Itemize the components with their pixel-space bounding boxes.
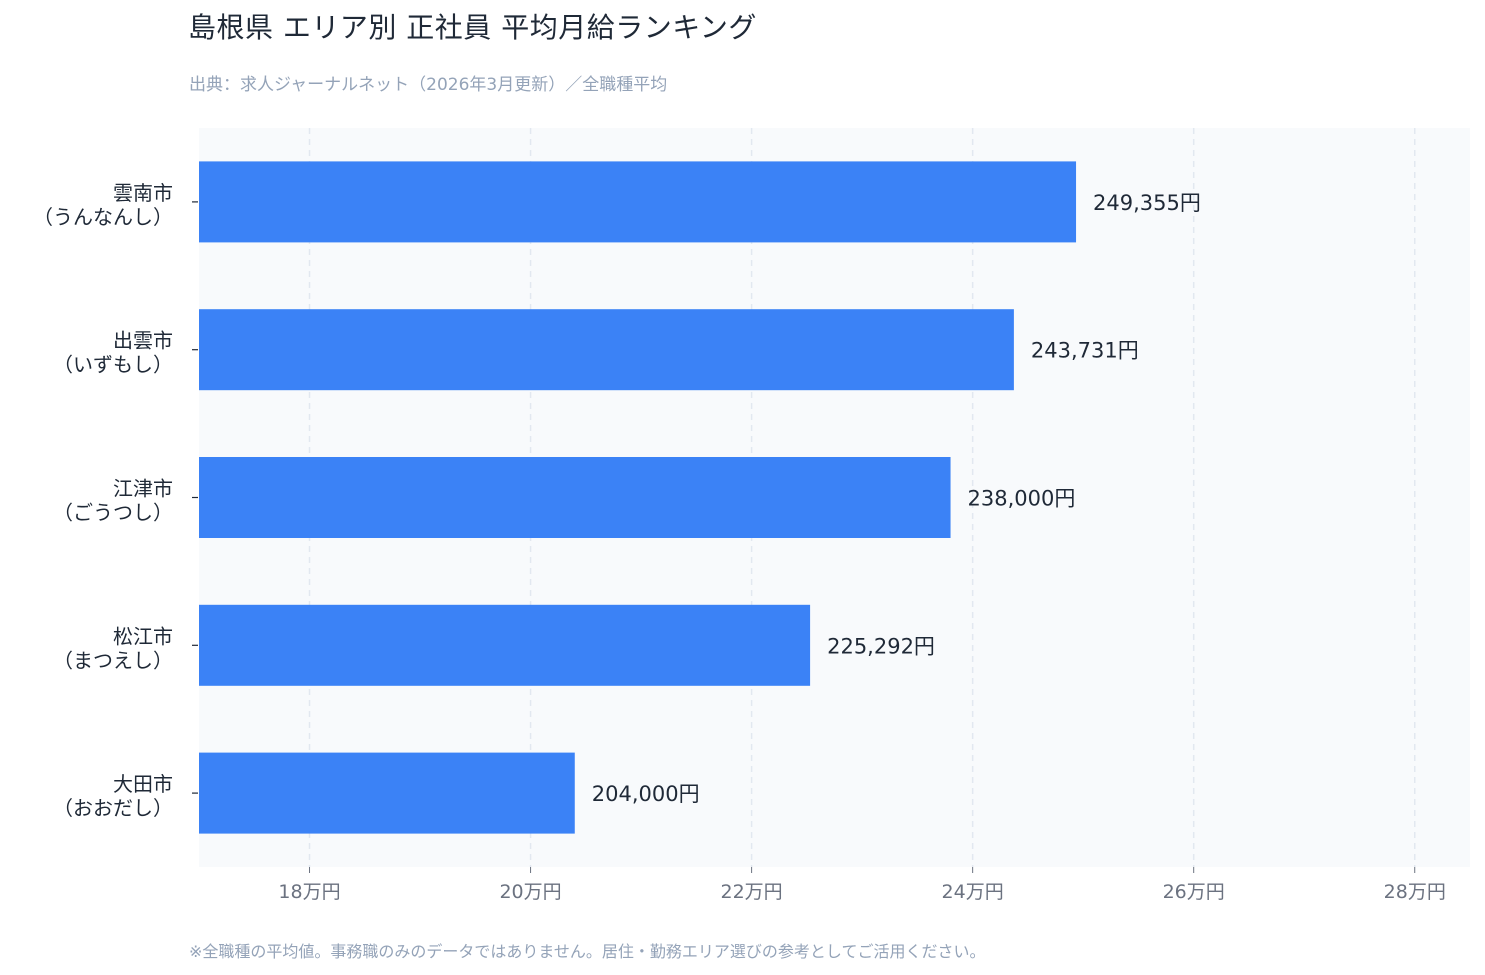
grid-lines bbox=[308, 128, 1416, 873]
category-reading-label: （いずもし） bbox=[53, 353, 173, 377]
category-reading-label: （まつえし） bbox=[53, 648, 173, 672]
chart-title: 島根県 エリア別 正社員 平均月給ランキング bbox=[188, 11, 757, 44]
data-label: 249,355円 bbox=[1093, 191, 1201, 215]
x-tick-label: 26万円 bbox=[1163, 881, 1225, 903]
category-label: 雲南市 bbox=[113, 181, 173, 205]
category-label: 松江市 bbox=[113, 624, 173, 648]
x-tick-label: 28万円 bbox=[1384, 881, 1446, 903]
data-label: 204,000円 bbox=[592, 782, 700, 806]
category-label: 大田市 bbox=[113, 772, 173, 796]
x-tick-label: 18万円 bbox=[278, 881, 340, 903]
bar-chart: 18万円 20万円 22万円 24万円 26万円 28万円 249,355円 雲南市（うんなん… bbox=[33, 128, 1446, 903]
x-tick-label: 20万円 bbox=[499, 881, 561, 903]
data-label: 238,000円 bbox=[968, 487, 1076, 511]
bars bbox=[199, 161, 1077, 834]
bar bbox=[199, 457, 951, 538]
x-tick-label: 22万円 bbox=[721, 881, 783, 903]
category-label: 江津市 bbox=[113, 477, 173, 501]
category-reading-label: （ごうつし） bbox=[53, 501, 173, 525]
bar bbox=[199, 309, 1014, 391]
bar bbox=[199, 161, 1077, 243]
data-label: 225,292円 bbox=[827, 634, 935, 658]
category-reading-label: （うんなんし） bbox=[33, 205, 173, 229]
category-reading-label: （おおだし） bbox=[53, 796, 173, 820]
chart-subtitle: 出典：求人ジャーナルネット（2026年3月更新）／全職種平均 bbox=[189, 75, 668, 95]
labels: 18万円 20万円 22万円 24万円 26万円 28万円 249,355円 雲南市（うんなん… bbox=[33, 181, 1446, 903]
bar bbox=[199, 752, 575, 834]
bar bbox=[199, 604, 811, 686]
data-label: 243,731円 bbox=[1031, 339, 1139, 363]
x-tick-label: 24万円 bbox=[942, 881, 1004, 903]
footnote: ※全職種の平均値。事務職のみのデータではありません。居住・勤務エリア選びの参考と… bbox=[189, 942, 986, 961]
category-label: 出雲市 bbox=[113, 329, 173, 353]
